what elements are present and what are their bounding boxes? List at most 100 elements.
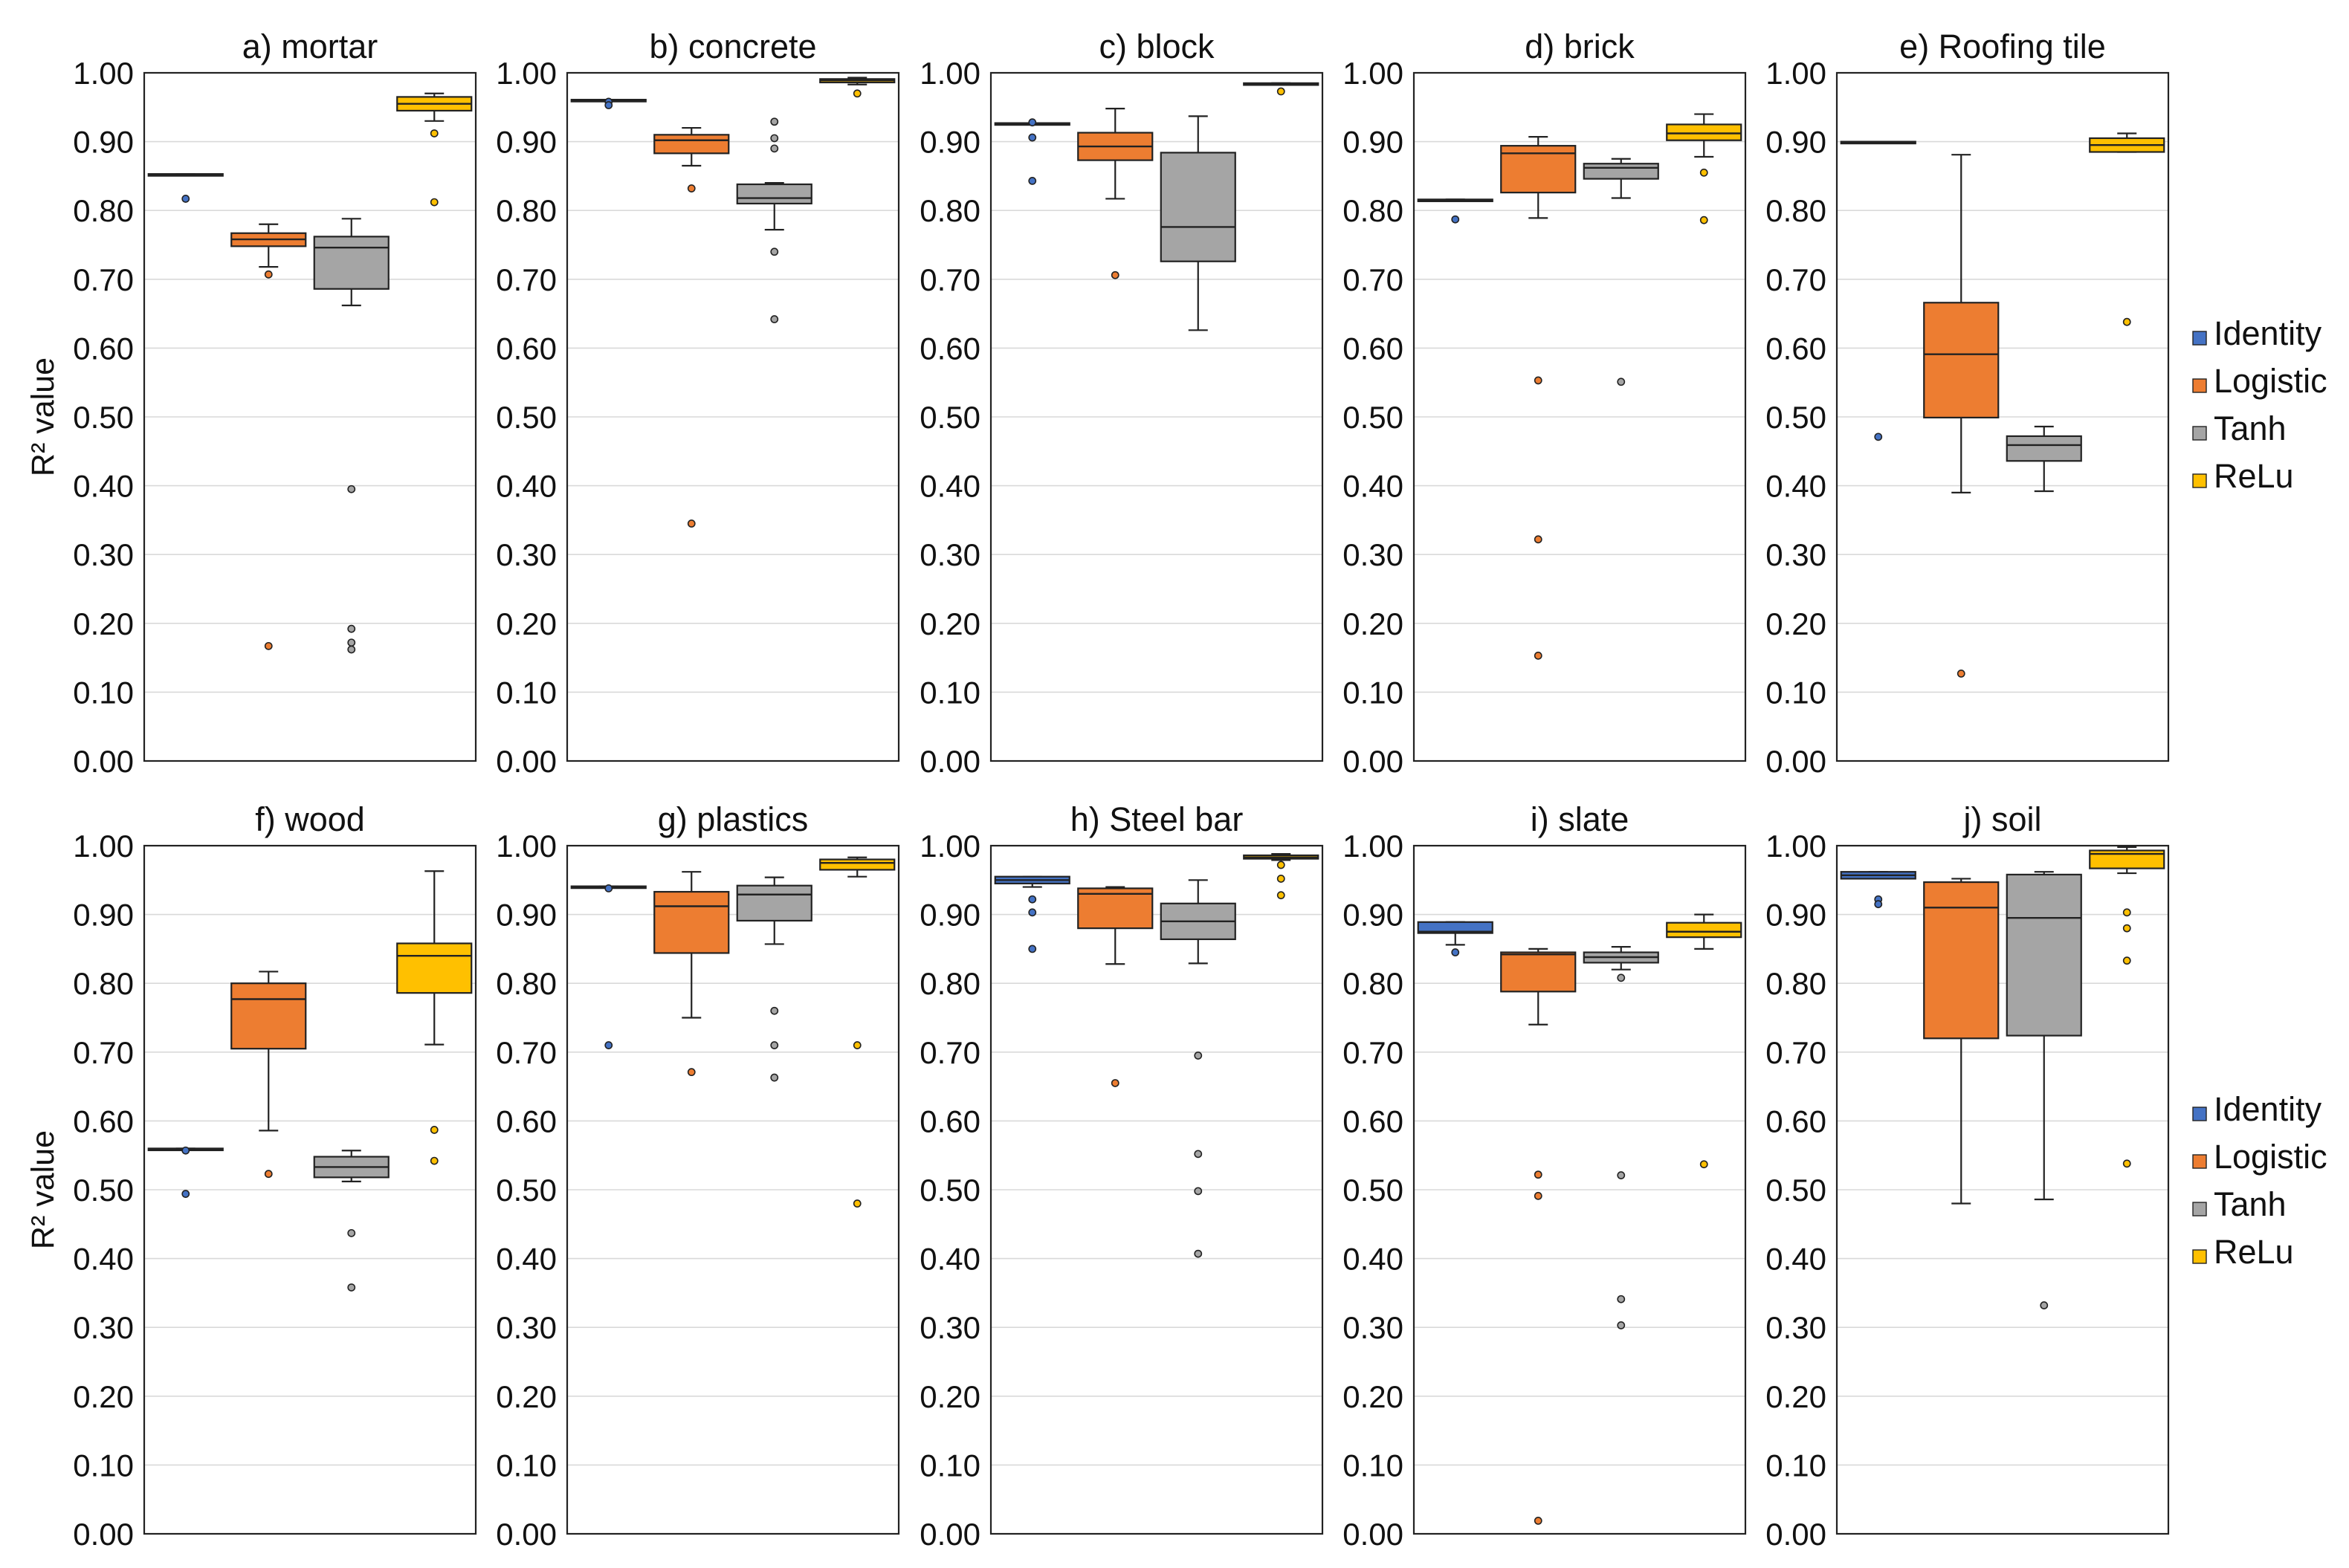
box-relu	[1666, 113, 1742, 224]
outlier-point	[1276, 87, 1285, 96]
legend-swatch-tanh	[2192, 1202, 2207, 1217]
y-tick-label: 1.00	[1765, 829, 1826, 864]
y-tick-label: 0.20	[496, 606, 557, 641]
y-tick-label: 0.30	[920, 1310, 980, 1345]
box-relu	[2089, 846, 2165, 1168]
outlier-point	[1194, 1052, 1203, 1060]
plot-frame	[1835, 844, 2170, 1535]
chart-panel: 0.00 0.10 0.20 0.30 0.40 0.50 0.60 0.70 0.80 0.90…	[920, 27, 1324, 779]
y-tick-label: 0.00	[496, 1517, 557, 1552]
legend: Identity Logistic Tanh ReLu	[2192, 314, 2327, 495]
outlier-point	[181, 1190, 190, 1198]
y-tick-label: 0.00	[496, 744, 557, 779]
box-identity	[1417, 198, 1493, 224]
panel-title: b) concrete	[649, 27, 816, 65]
y-tick-label: 1.00	[73, 829, 134, 864]
legend-swatch-relu	[2192, 1249, 2207, 1264]
y-tick-label: 0.10	[496, 1448, 557, 1483]
outlier-point	[430, 198, 439, 207]
outlier-point	[347, 645, 356, 654]
panel-title: e) Roofing tile	[1899, 27, 2106, 65]
box-relu	[819, 77, 896, 98]
outlier-point	[1874, 433, 1883, 441]
y-tick-label: 0.30	[73, 1310, 134, 1345]
outlier-point	[1617, 1321, 1626, 1329]
outlier-point	[770, 117, 779, 126]
y-tick-label: 0.20	[920, 1379, 980, 1414]
outlier-point	[770, 247, 779, 256]
legend-swatch-identity	[2192, 331, 2207, 346]
box-logistic	[1923, 154, 2000, 678]
box-identity	[570, 97, 647, 109]
box-iqr	[1160, 152, 1236, 262]
box-tanh	[313, 1150, 390, 1292]
y-tick-label: 0.70	[73, 262, 134, 297]
y-tick-label: 1.00	[73, 56, 134, 91]
outlier-point	[604, 101, 613, 109]
plot-frame	[1835, 71, 2170, 762]
legend-label-identity: Identity	[2214, 314, 2322, 352]
box-tanh	[1160, 115, 1236, 331]
box-iqr	[1500, 951, 1577, 993]
y-tick-label: 0.60	[1342, 1104, 1403, 1138]
outlier-point	[347, 485, 356, 493]
y-tick-label: 0.70	[920, 1035, 980, 1070]
box-iqr	[1417, 921, 1493, 934]
box-logistic	[653, 126, 730, 528]
y-tick-label: 0.60	[73, 331, 134, 366]
outlier-point	[1617, 378, 1626, 386]
chart-panel: 0.00 0.10 0.20 0.30 0.40 0.50 0.60 0.70 0.80 0.90…	[920, 800, 1324, 1552]
y-tick-label: 0.80	[73, 193, 134, 228]
y-tick-label: 0.60	[1342, 331, 1403, 366]
box-iqr	[396, 942, 473, 994]
y-tick-label: 0.40	[73, 469, 134, 504]
y-tick-label: 0.70	[496, 262, 557, 297]
legend-label-relu: ReLu	[2214, 457, 2294, 495]
box-iqr	[653, 890, 730, 954]
plot-frame	[566, 71, 900, 762]
y-tick-label: 0.80	[1765, 193, 1826, 228]
y-tick-label: 0.70	[1342, 1035, 1403, 1070]
legend-label-relu: ReLu	[2214, 1233, 2294, 1271]
y-tick-label: 0.30	[73, 537, 134, 572]
outlier-point	[1699, 216, 1708, 224]
y-tick-label: 0.00	[1765, 744, 1826, 779]
legend-label-tanh: Tanh	[2214, 1185, 2287, 1223]
y-tick-label: 0.90	[73, 125, 134, 160]
outlier-point	[1534, 651, 1542, 660]
y-tick-label: 0.10	[496, 675, 557, 710]
plot-frame	[989, 844, 1324, 1535]
outlier-point	[1028, 908, 1037, 917]
y-tick-label: 0.60	[496, 331, 557, 366]
y-tick-label: 1.00	[920, 829, 980, 864]
box-identity	[570, 884, 647, 1049]
y-tick-label: 0.80	[73, 966, 134, 1001]
box-iqr	[1666, 921, 1742, 939]
y-tick-label: 0.50	[496, 400, 557, 435]
box-tanh	[1583, 946, 1659, 1329]
y-tick-label: 0.90	[920, 125, 980, 160]
outlier-point	[430, 1126, 439, 1134]
y-tick-label: 0.10	[1342, 1448, 1403, 1483]
box-identity	[1840, 140, 1916, 441]
y-tick-label: 1.00	[1342, 829, 1403, 864]
outlier-point	[853, 89, 862, 98]
chart-panel: 0.00 0.10 0.20 0.30 0.40 0.50 0.60 0.70 0.80 0.90…	[1342, 27, 1747, 779]
y-tick-label: 0.60	[73, 1104, 134, 1138]
box-logistic	[1923, 878, 2000, 1205]
y-tick-label: 1.00	[496, 56, 557, 91]
y-tick-label: 0.70	[73, 1035, 134, 1070]
outlier-point	[1276, 875, 1285, 883]
y-tick-label: 0.40	[1765, 1242, 1826, 1277]
y-tick-label: 0.20	[1765, 606, 1826, 641]
plot-frame	[1412, 71, 1747, 762]
y-tick-label: 0.10	[1765, 1448, 1826, 1483]
outlier-point	[2122, 908, 2131, 917]
y-tick-label: 0.50	[920, 1173, 980, 1208]
outlier-point	[604, 884, 613, 892]
outlier-point	[347, 1283, 356, 1292]
panel-title: j) soil	[1962, 800, 2041, 838]
box-tanh	[736, 876, 812, 1082]
box-iqr	[1666, 123, 1742, 141]
